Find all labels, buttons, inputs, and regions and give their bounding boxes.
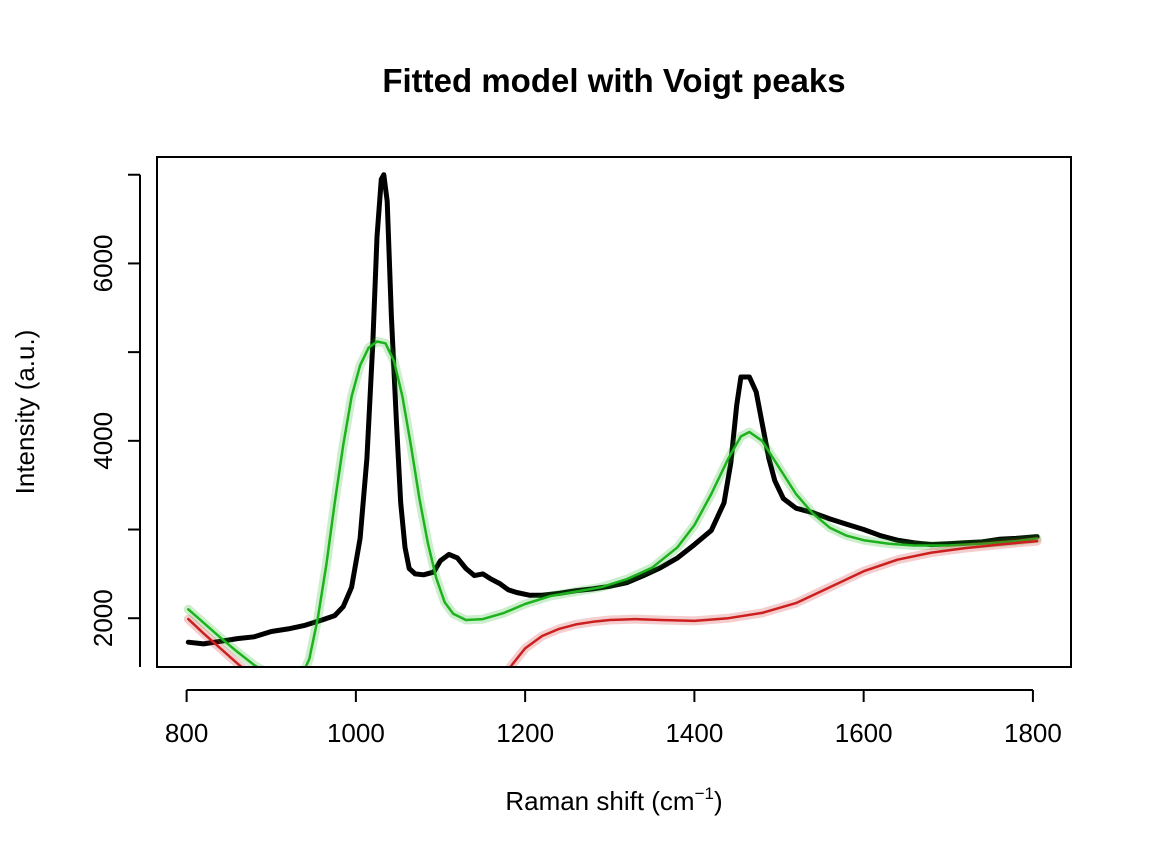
x-tick-label: 1600 [835,718,893,748]
y-tick-label: 6000 [88,235,118,293]
y-tick-label: 2000 [88,589,118,647]
series-line-2 [187,539,1039,667]
x-axis-label: Raman shift (cm−1) [505,784,722,816]
x-tick-label: 1800 [1004,718,1062,748]
x-tick-label: 1200 [496,718,554,748]
series-line-0 [185,172,1040,647]
series-line-1 [187,340,1039,667]
plot-frame [156,156,1072,668]
x-axis-label-main: Raman shift (cm [505,786,694,816]
x-axis: 800 1000 1200 1400 1600 1800 [165,689,1062,748]
chart-title: Fitted model with Voigt peaks [382,62,845,99]
x-tick-label: 800 [165,718,208,748]
x-tick-label: 1000 [327,718,385,748]
y-axis: 2000 4000 6000 [88,173,141,667]
x-axis-label-suffix: ) [714,786,723,816]
y-tick-label: 4000 [88,412,118,470]
y-axis-label: Intensity (a.u.) [10,330,40,495]
series-layer [183,172,1042,667]
x-tick-label: 1400 [665,718,723,748]
x-axis-label-superscript: −1 [695,784,714,803]
